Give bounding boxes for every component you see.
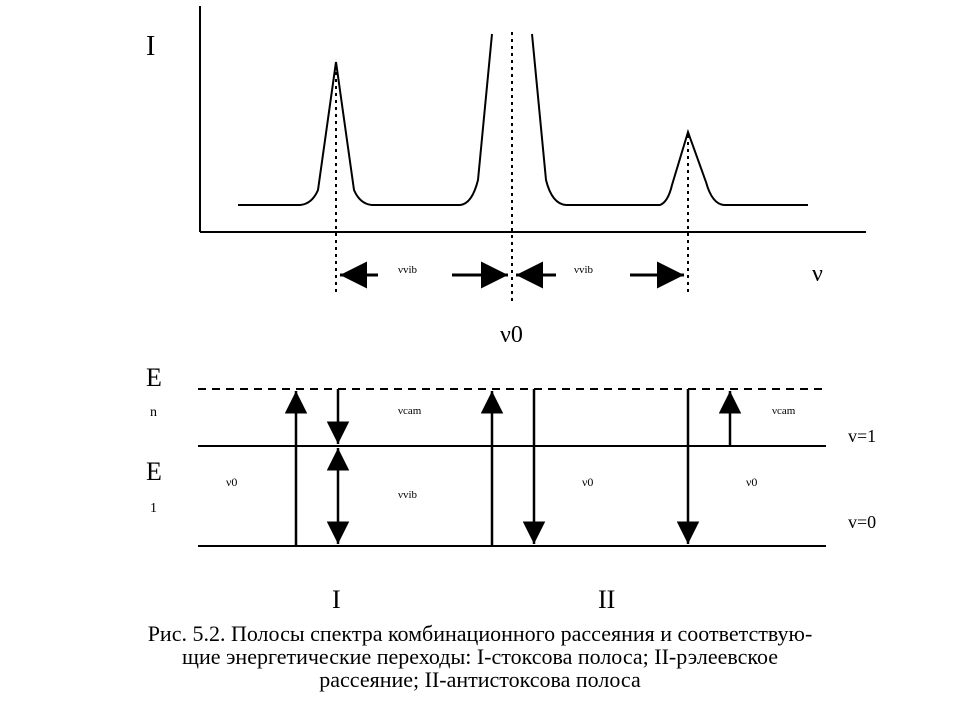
x-axis-label: ν xyxy=(812,261,823,287)
vib-label-right: νvib xyxy=(574,264,594,276)
nu0-label: ν0 xyxy=(500,322,523,348)
vcam-label-left: νcam xyxy=(398,405,422,417)
e-label-bottom-sub: 1 xyxy=(150,501,157,516)
figure-caption: Рис. 5.2. Полосы спектра комбинационного… xyxy=(0,622,960,691)
energy-level-panel: E n E 1 v=1 v=0 ν0 ν0 ν0 νcam νcam νvib … xyxy=(146,363,876,614)
spectrum-panel: I νvib νvib ν ν0 xyxy=(146,6,866,348)
y-axis-label: I xyxy=(146,31,155,62)
nu0-label-2: ν0 xyxy=(582,475,593,489)
group-label-1: I xyxy=(332,585,341,614)
caption-line-3: рассеяние; II-антистоксова полоса xyxy=(319,667,641,692)
vib-label-left: νvib xyxy=(398,264,418,276)
v1-label: v=1 xyxy=(848,426,876,446)
vvib-label: νvib xyxy=(398,489,418,501)
caption-line-2: щие энергетические переходы: I-стоксова … xyxy=(182,644,778,669)
spectrum-curve xyxy=(238,33,808,206)
group-label-2: II xyxy=(598,585,615,614)
caption-line-1: Рис. 5.2. Полосы спектра комбинационного… xyxy=(147,621,813,646)
e-label-top-sub: n xyxy=(150,405,157,420)
nu0-label-1: ν0 xyxy=(226,475,237,489)
v0-label: v=0 xyxy=(848,512,876,532)
e-label-bottom: E xyxy=(146,457,162,486)
vcam-label-right: νcam xyxy=(772,405,796,417)
e-label-top: E xyxy=(146,363,162,392)
nu0-label-3: ν0 xyxy=(746,475,757,489)
